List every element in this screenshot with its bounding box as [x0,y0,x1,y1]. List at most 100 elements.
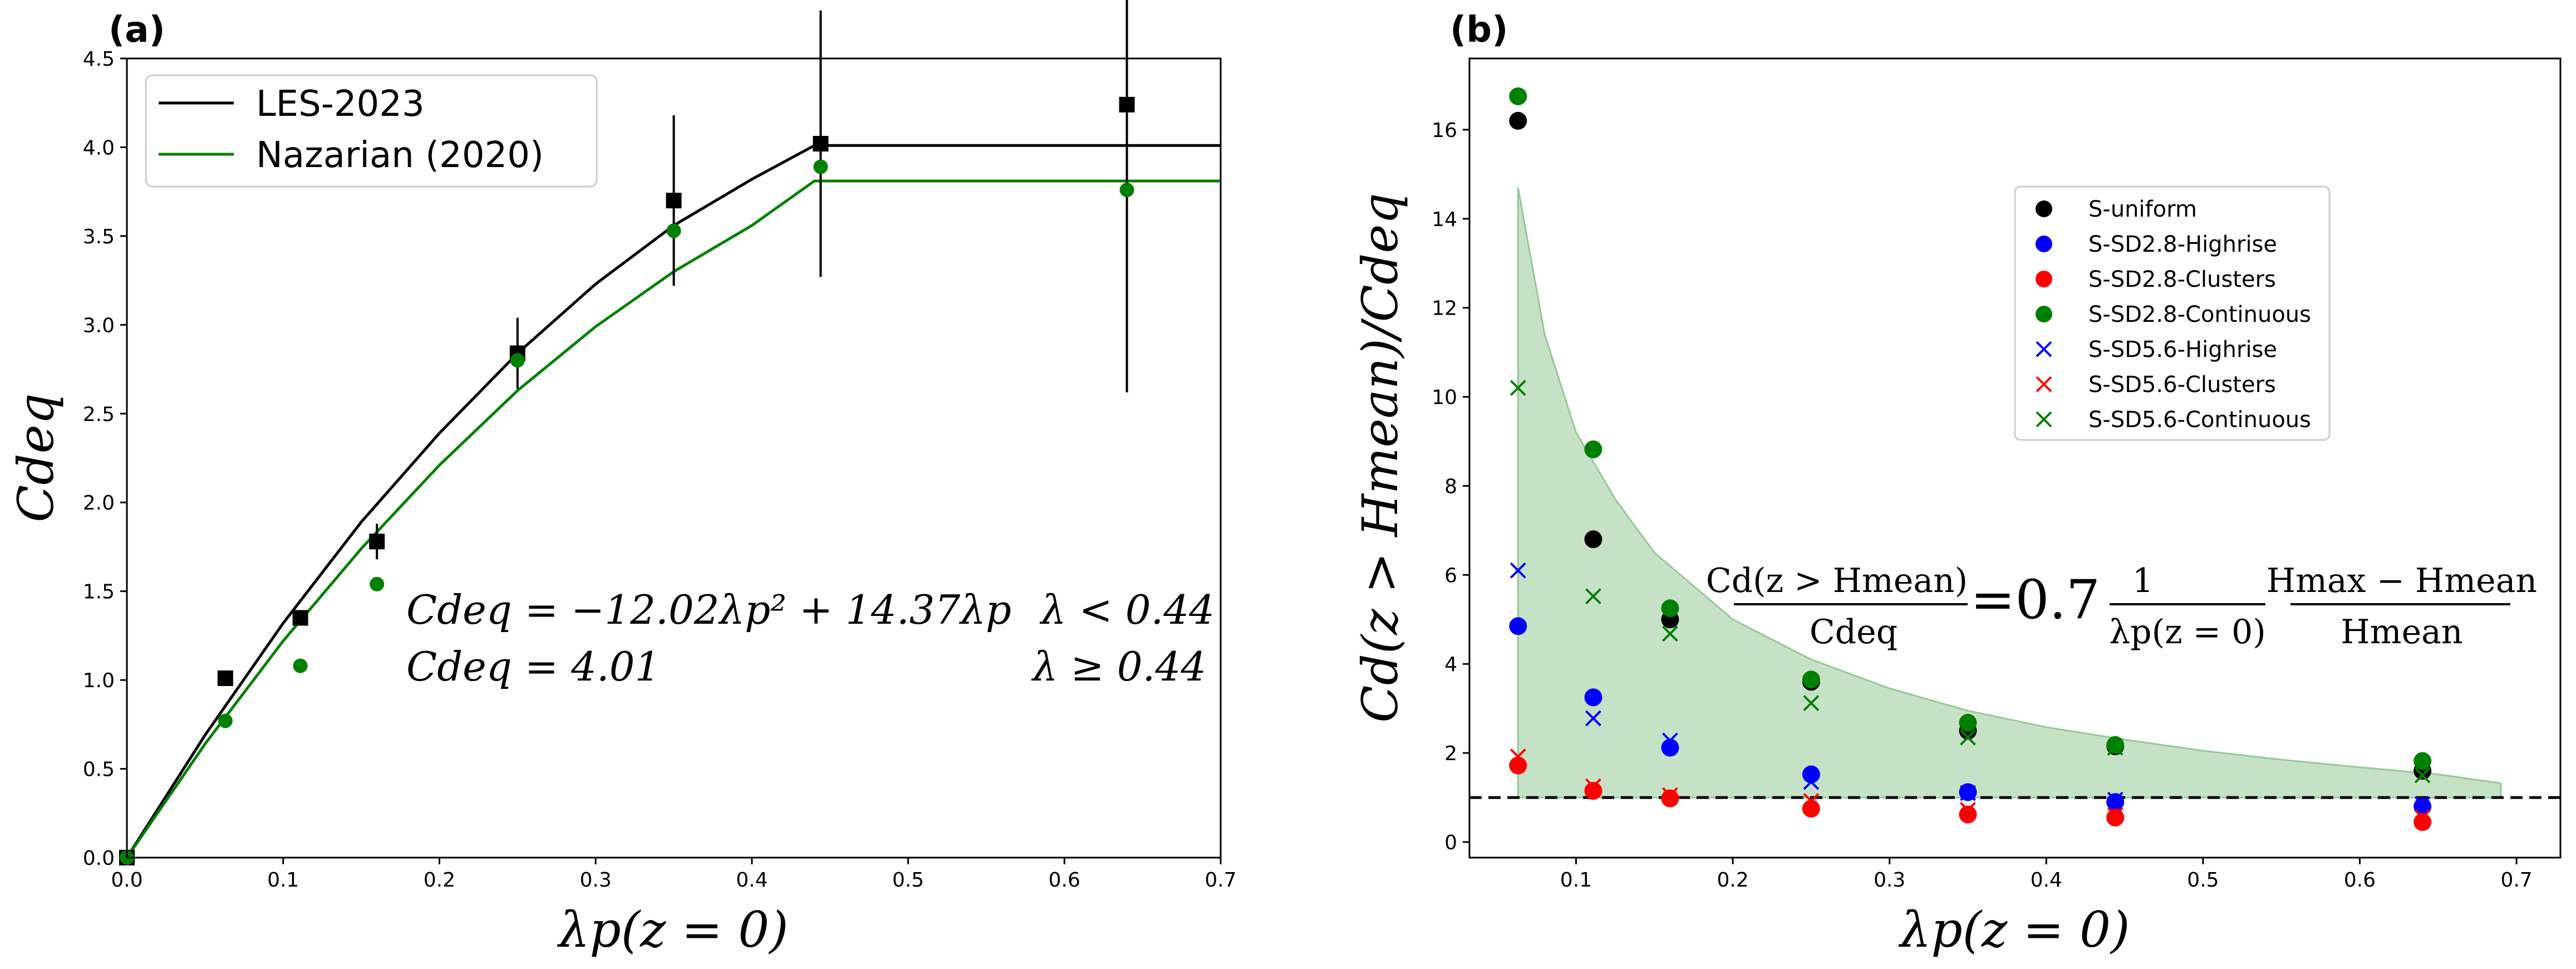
panel-b-xtick-label: 0.5 [2187,869,2219,892]
data-point-4 [1509,87,1527,105]
data-point-6 [1510,748,1526,765]
panel-a-xlabel: λp(z = 0) [557,901,789,958]
panel-a-legend: LES-2023 Nazarian (2020) [145,74,598,188]
equation-a-condition2: λ ≥ 0.44 [1031,643,1206,690]
panel-a-ytick-label: 0.0 [83,847,115,870]
panel-a-legend-box [145,74,598,188]
equation-a-condition1: λ < 0.44 [1039,586,1215,633]
panel-b-xtick-label: 0.3 [1874,869,1905,892]
data-point-6 [2107,807,2123,824]
x-stroke [2107,740,2123,756]
data-point-3 [1584,782,1602,800]
panel-a-xtick-label: 0.2 [424,869,455,892]
data-point-5 [1960,785,1976,801]
data-point-3 [1509,756,1527,775]
data-point-5 [2414,796,2431,813]
equation-b-denominator: Cdeq [1810,613,1897,652]
panel-b-ytick-label: 10 [1432,386,1457,409]
equation-b-numerator: Cd(z > Hmean) [1706,561,1968,600]
legend-label: S-SD2.8-Continuous [2088,302,2311,327]
panel-a-ytick-label: 1.0 [83,669,115,692]
data-point-3 [2413,813,2432,831]
x-stroke [1960,729,1976,746]
panel-a-ytick-label: 3.5 [83,226,115,248]
panel-b-ticks: 0.1 0.2 0.3 0.4 0.5 0.6 0.7 0 2 4 6 8 10 12 14 16 [1432,119,2533,892]
panel-a-ytick-label: 4.5 [83,48,115,71]
data-point-2 [2106,793,2125,811]
data-point-5 [1585,710,1601,727]
legend-marker [2036,306,2052,322]
data-point-7 [1960,729,1976,746]
panel-a-ytick-label: 4.0 [83,136,115,159]
legend-marker [2036,376,2052,393]
legend-label: S-SD5.6-Highrise [2088,337,2277,363]
data-point-4 [2413,752,2432,770]
panel-a-ytick-label: 2.5 [83,403,115,426]
panel-b-ytick-label: 14 [1432,208,1457,231]
equation-b-frac3-denominator: Hmean [2341,613,2462,652]
nazarian-data-point [218,713,233,728]
les-data-point [217,670,233,686]
x-stroke [1510,380,1526,397]
panel-a-ytick-label: 2.0 [83,492,115,515]
data-point-2 [1509,617,1527,635]
data-point-3 [1661,789,1679,807]
data-point-4 [1802,671,1820,689]
panel-b-ylabel: Cd(z > Hmean)/Cdeq [1351,193,1409,723]
panel-a: (a) 0.0 0.1 0.2 0.3 0.4 0.5 0.6 0.7 0.0 0.5 1.0 1.5… [7,0,1237,958]
equation-a-line1: Cdeq = −12.02λp² + 14.37λp [406,586,1011,633]
data-point-3 [2106,809,2125,827]
panel-b-xtick-label: 0.4 [2031,869,2062,892]
panel-a-ytick-label: 1.5 [83,581,115,604]
data-point-7 [1510,380,1526,397]
x-stroke [2036,341,2052,358]
nazarian-data-point [1119,182,1134,197]
data-point-6 [1585,778,1601,795]
x-stroke [2036,376,2052,393]
nazarian-data-point [293,658,308,673]
x-stroke [1803,695,1820,712]
x-stroke [1585,778,1601,795]
equation-b-frac2-denominator: λp(z = 0) [2109,613,2265,652]
les-2023-curve [125,144,1221,859]
panel-b-ytick-label: 6 [1444,564,1457,587]
panel-a-xtick-label: 0.3 [580,869,612,892]
panel-a-xtick-label: 0.5 [892,869,924,892]
data-point-4 [1959,713,1977,732]
legend-label: S-SD2.8-Clusters [2088,267,2276,292]
panel-a-xtick-label: 0.7 [1205,869,1236,892]
panel-a-xtick-label: 0.0 [111,869,142,892]
data-point-4 [1661,599,1679,618]
les-data-point [1119,96,1135,112]
panel-a-ticks: 0.0 0.1 0.2 0.3 0.4 0.5 0.6 0.7 0.0 0.5 1.0 1.5 2.0 2… [83,48,1237,892]
panel-b-plot-area [1469,87,2560,831]
equation-b-frac3-numerator: Hmax − Hmean [2267,561,2537,600]
panel-b-ytick-label: 16 [1432,119,1457,142]
data-point-7 [2107,740,2123,756]
x-stroke [1803,793,1820,809]
legend-label: S-SD5.6-Clusters [2088,372,2276,398]
panel-b-legend-box [2014,185,2331,441]
x-stroke [1662,787,1678,804]
panel-a-frame [126,57,1222,859]
x-stroke [1803,774,1820,790]
panel-a-xtick-label: 0.4 [736,869,768,892]
les-data-point [369,534,385,550]
panel-b-frame [1468,57,2562,859]
panel-a-plot-area [119,0,1221,865]
equation-b-coefficient: =0.7 [1970,569,2100,631]
panel-b-ytick-label: 0 [1444,831,1457,854]
data-point-7 [1585,588,1601,605]
panel-a-xtick-label: 0.1 [267,869,299,892]
data-point-1 [1584,530,1602,549]
panel-b-ytick-label: 8 [1444,475,1457,498]
nazarian-data-point [510,353,525,368]
data-point-2 [2413,797,2432,816]
data-point-7 [1803,695,1820,712]
legend-marker [2036,271,2052,287]
x-stroke [2414,809,2431,826]
shaded-band [1517,187,2502,799]
data-point-6 [1960,802,1976,818]
panel-b-tag: (b) [1450,9,1508,51]
